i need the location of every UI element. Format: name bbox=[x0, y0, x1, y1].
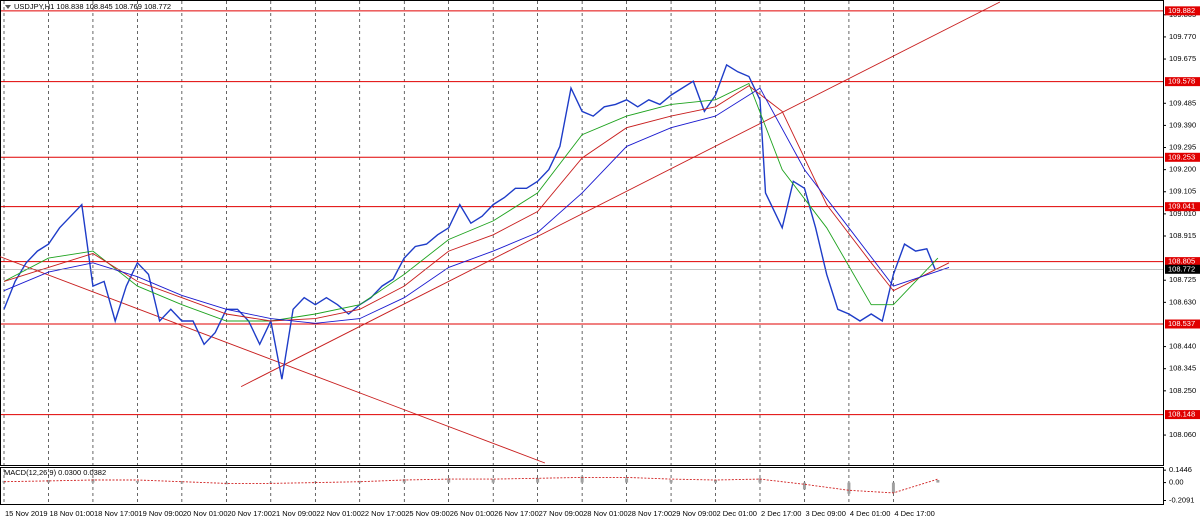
level-tag bbox=[1165, 319, 1200, 329]
x-tick-label: 29 Nov 09:00 bbox=[672, 509, 717, 518]
macd-bar bbox=[580, 476, 584, 483]
trendline bbox=[0, 256, 546, 464]
moving-average bbox=[3, 82, 939, 322]
moving-average bbox=[3, 87, 950, 324]
trendline bbox=[240, 1, 1001, 388]
x-tick-label: 18 Nov 17:00 bbox=[94, 509, 139, 518]
y-tick-label: -0.2091 bbox=[1169, 495, 1194, 504]
level-label: 108.805 bbox=[1168, 257, 1195, 266]
macd-bar bbox=[847, 482, 851, 494]
x-tick-label: 19 Nov 09:00 bbox=[138, 509, 183, 518]
macd-bar bbox=[536, 478, 540, 483]
macd-bar bbox=[313, 481, 317, 483]
symbol-icon bbox=[5, 5, 11, 9]
y-tick-label: 109.200 bbox=[1169, 165, 1196, 174]
moving-average bbox=[3, 85, 950, 322]
x-tick-label: 18 Nov 01:00 bbox=[49, 509, 94, 518]
symbol-info: USDJPY,H1 108.838 108.845 108.769 108.77… bbox=[14, 2, 171, 11]
x-tick-label: 22 Nov 17:00 bbox=[361, 509, 406, 518]
macd-bar bbox=[135, 480, 139, 483]
x-tick-label: 4 Dec 17:00 bbox=[894, 509, 934, 518]
y-tick-label: 109.010 bbox=[1169, 209, 1196, 218]
y-tick-label: 109.390 bbox=[1169, 120, 1196, 129]
x-tick-label: 25 Nov 09:00 bbox=[405, 509, 450, 518]
x-tick-label: 26 Nov 01:00 bbox=[450, 509, 495, 518]
x-tick-label: 26 Nov 17:00 bbox=[494, 509, 539, 518]
level-tag bbox=[1165, 410, 1200, 420]
macd-bar bbox=[180, 482, 184, 484]
price-line bbox=[3, 63, 936, 380]
macd-bar bbox=[891, 482, 895, 493]
level-label: 109.041 bbox=[1168, 202, 1195, 211]
macd-bar bbox=[625, 478, 629, 483]
macd-bar bbox=[669, 480, 673, 483]
y-tick-label: 108.725 bbox=[1169, 275, 1196, 284]
macd-bar bbox=[358, 480, 362, 483]
y-tick-label: 109.105 bbox=[1169, 187, 1196, 196]
y-tick-label: 108.440 bbox=[1169, 342, 1196, 351]
x-tick-label: 20 Nov 17:00 bbox=[227, 509, 272, 518]
macd-bar bbox=[447, 478, 451, 483]
y-tick-label: 0.1446 bbox=[1169, 465, 1192, 474]
level-label: 108.537 bbox=[1168, 319, 1195, 328]
y-tick-label: 108.345 bbox=[1169, 364, 1196, 373]
x-tick-label: 28 Nov 17:00 bbox=[628, 509, 673, 518]
y-tick-label: 109.295 bbox=[1169, 143, 1196, 152]
macd-bar bbox=[758, 478, 762, 483]
level-tag bbox=[1165, 152, 1200, 162]
level-label: 109.578 bbox=[1168, 77, 1195, 86]
y-tick-label: 109.770 bbox=[1169, 32, 1196, 41]
y-tick-label: 0.00 bbox=[1169, 478, 1184, 487]
x-tick-label: 4 Dec 01:00 bbox=[850, 509, 890, 518]
macd-bar bbox=[402, 479, 406, 483]
macd-bar bbox=[91, 479, 95, 483]
macd-bar bbox=[491, 479, 495, 483]
level-tag bbox=[1165, 6, 1200, 16]
macd-label: MACD(12,26,9) 0.0300 0.0382 bbox=[4, 468, 106, 477]
x-tick-label: 20 Nov 01:00 bbox=[183, 509, 228, 518]
x-tick-label: 28 Nov 01:00 bbox=[583, 509, 628, 518]
x-tick-label: 2 Dec 17:00 bbox=[761, 509, 801, 518]
macd-signal bbox=[3, 476, 939, 494]
x-tick-label: 22 Nov 01:00 bbox=[316, 509, 361, 518]
level-tag bbox=[1165, 202, 1200, 212]
level-label: 109.882 bbox=[1168, 6, 1195, 15]
macd-bar bbox=[802, 482, 806, 490]
y-tick-label: 108.250 bbox=[1169, 386, 1196, 395]
x-tick-label: 27 Nov 09:00 bbox=[539, 509, 584, 518]
level-tag bbox=[1165, 257, 1200, 267]
x-tick-label: 21 Nov 09:00 bbox=[272, 509, 317, 518]
level-label: 108.148 bbox=[1168, 410, 1195, 419]
macd-bar bbox=[714, 480, 718, 483]
level-label: 109.253 bbox=[1168, 152, 1195, 161]
y-tick-label: 109.675 bbox=[1169, 54, 1196, 63]
y-tick-label: 108.060 bbox=[1169, 430, 1196, 439]
y-tick-label: 108.630 bbox=[1169, 297, 1196, 306]
macd-bar bbox=[936, 480, 940, 483]
level-tag bbox=[1165, 77, 1200, 87]
x-tick-label: 3 Dec 09:00 bbox=[805, 509, 845, 518]
y-tick-label: 108.915 bbox=[1169, 231, 1196, 240]
current-price-tag bbox=[1165, 264, 1200, 274]
macd-bar bbox=[46, 480, 50, 483]
macd-frame bbox=[0, 467, 1164, 505]
current-price-label: 108.772 bbox=[1168, 264, 1195, 273]
x-tick-label: 15 Nov 2019 bbox=[5, 509, 48, 518]
x-tick-label: 2 Dec 01:00 bbox=[717, 509, 757, 518]
y-tick-label: 109.485 bbox=[1169, 98, 1196, 107]
